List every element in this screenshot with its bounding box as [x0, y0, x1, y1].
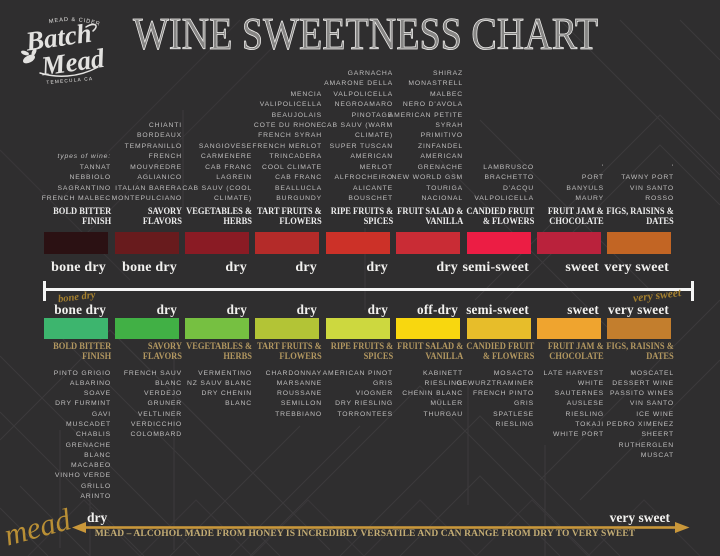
svg-text:TEMECULA CA: TEMECULA CA [46, 76, 93, 86]
svg-text:MEAD & CIDER: MEAD & CIDER [49, 17, 102, 28]
svg-text:mead: mead [0, 501, 74, 552]
